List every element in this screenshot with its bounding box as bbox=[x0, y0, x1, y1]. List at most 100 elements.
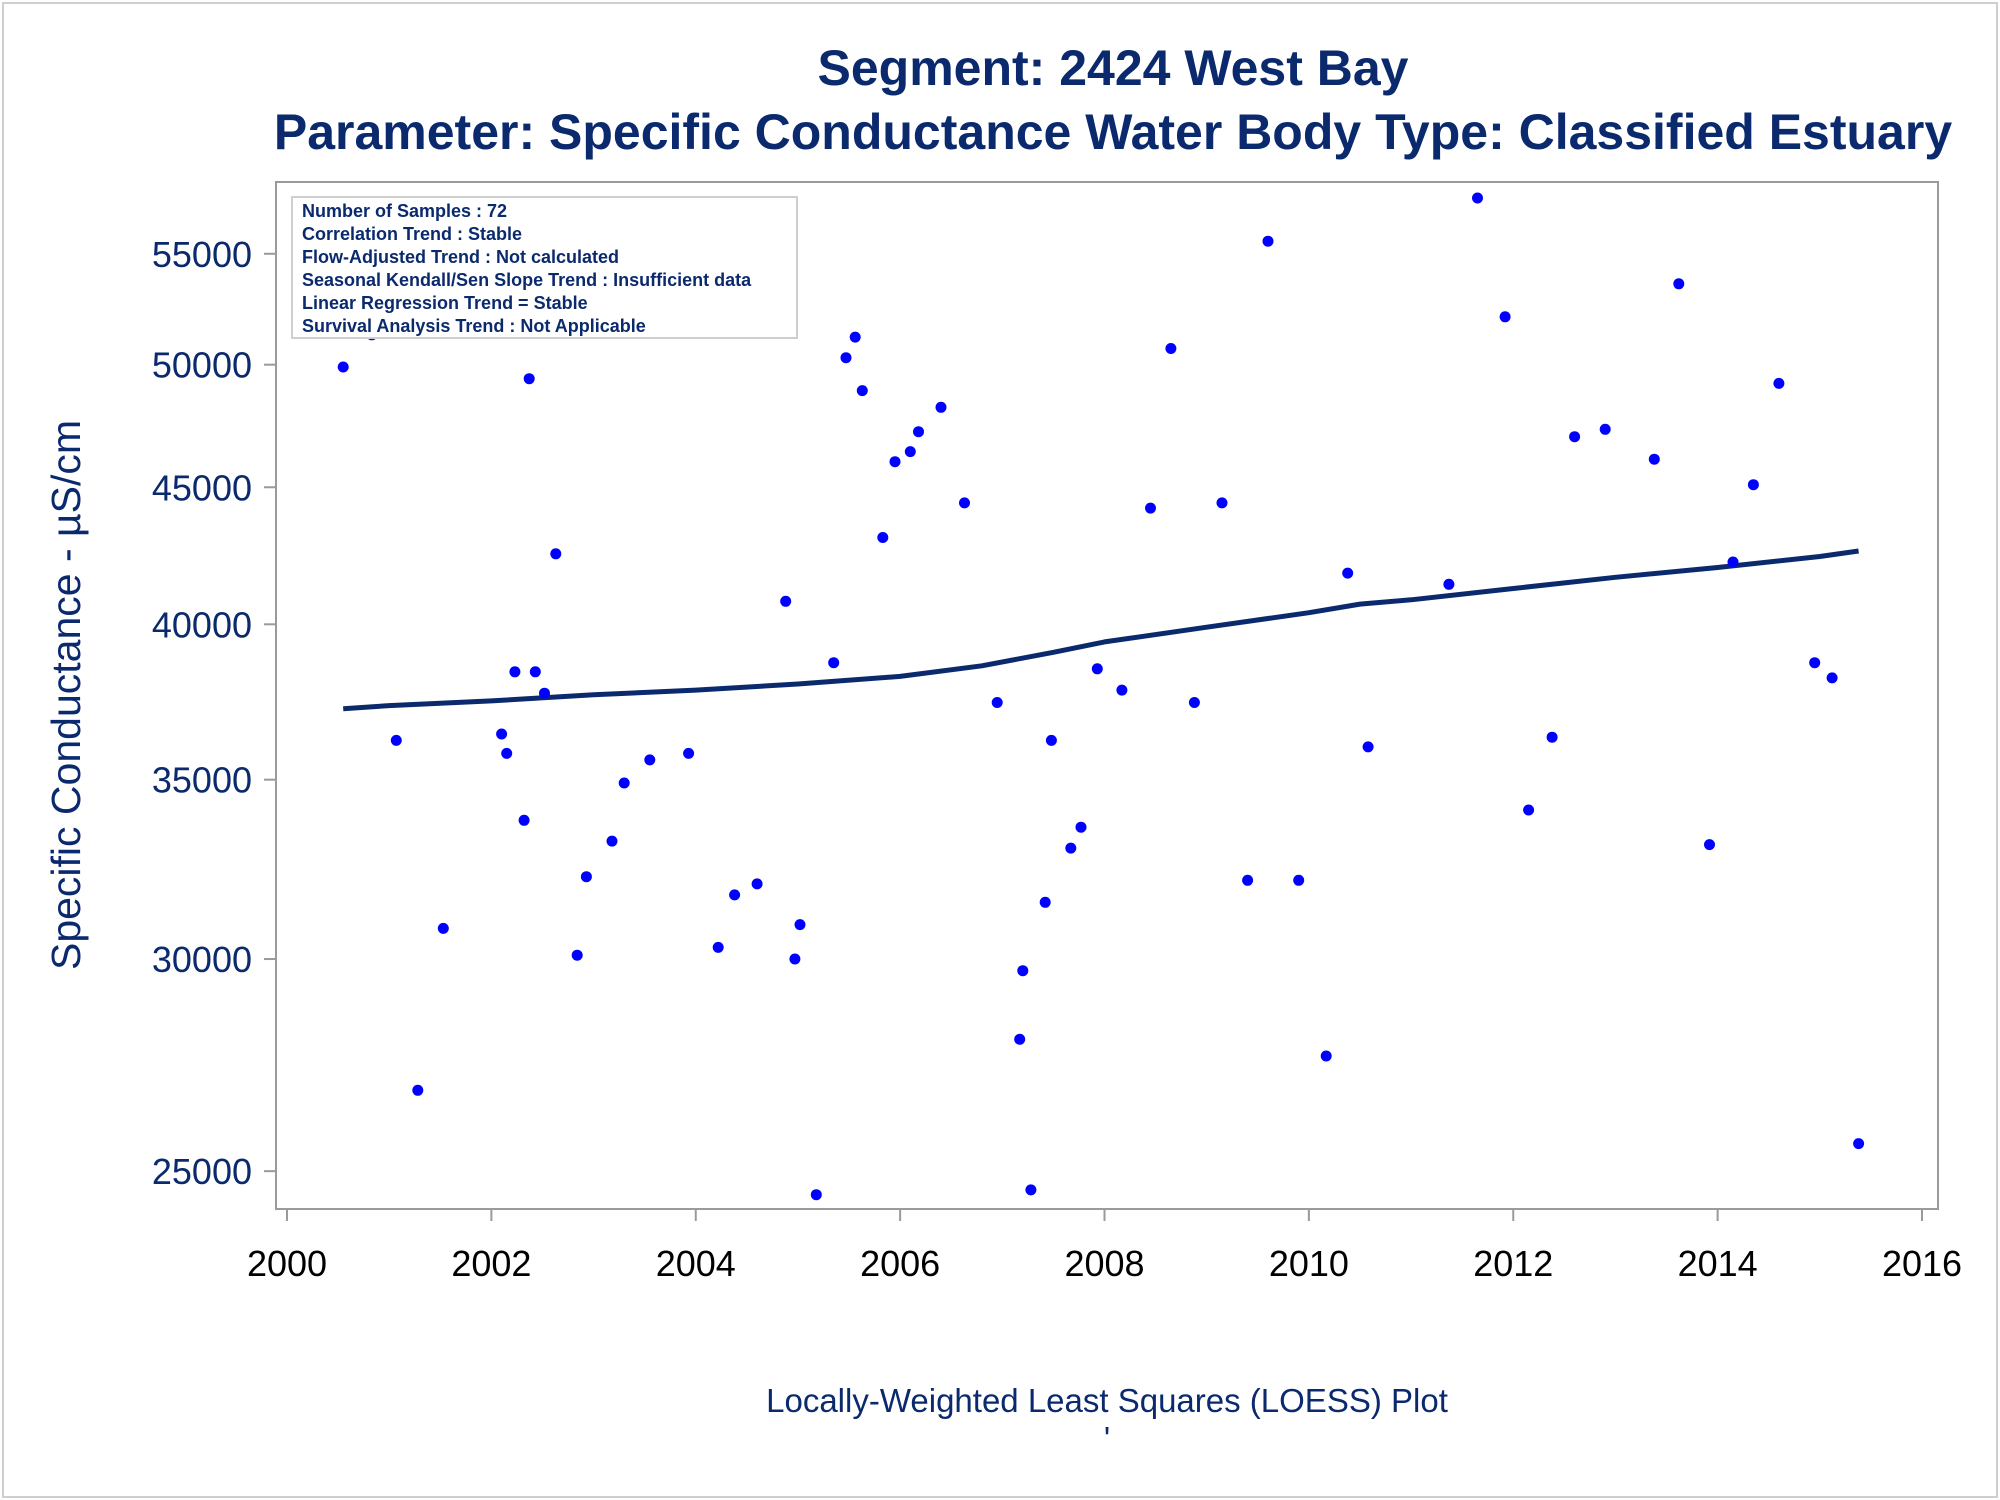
x-tick-label: 2004 bbox=[656, 1243, 736, 1284]
data-point bbox=[1853, 1138, 1865, 1150]
stats-line-linear-regression: Linear Regression Trend = Stable bbox=[302, 293, 588, 313]
data-point bbox=[794, 919, 806, 931]
data-point bbox=[618, 777, 630, 789]
stats-line-survival: Survival Analysis Trend : Not Applicable bbox=[302, 316, 646, 336]
x-axis-label: Locally-Weighted Least Squares (LOESS) P… bbox=[766, 1382, 1448, 1419]
data-point bbox=[1809, 657, 1821, 669]
x-tick-label: 2010 bbox=[1269, 1243, 1349, 1284]
data-point bbox=[1216, 497, 1228, 509]
data-point bbox=[1075, 821, 1087, 833]
data-point bbox=[1773, 377, 1785, 389]
y-tick-label: 25000 bbox=[152, 1151, 252, 1192]
data-point bbox=[1472, 192, 1483, 204]
data-point bbox=[1704, 839, 1715, 851]
data-point bbox=[856, 385, 868, 397]
data-point bbox=[780, 595, 792, 607]
data-point bbox=[959, 497, 970, 509]
data-point bbox=[1546, 731, 1558, 743]
data-point bbox=[1747, 479, 1759, 491]
data-point bbox=[789, 953, 801, 965]
data-point bbox=[1045, 734, 1057, 746]
data-point bbox=[1727, 556, 1739, 568]
data-point bbox=[1499, 311, 1511, 323]
data-point bbox=[1342, 567, 1354, 579]
data-point bbox=[580, 871, 592, 883]
y-axis-label: Specific Conductance - µS/cm bbox=[43, 420, 89, 970]
data-point bbox=[518, 814, 530, 826]
y-tick-label: 35000 bbox=[152, 760, 252, 801]
data-point bbox=[1569, 431, 1581, 443]
stats-box: Number of Samples : 72 Correlation Trend… bbox=[291, 196, 798, 339]
data-point bbox=[1091, 663, 1103, 675]
data-point bbox=[1673, 278, 1685, 290]
data-point bbox=[1443, 578, 1455, 590]
loess-line bbox=[343, 548, 1859, 712]
data-point bbox=[1362, 741, 1374, 753]
data-point bbox=[828, 657, 840, 669]
stats-line-flow-adjusted: Flow-Adjusted Trend : Not calculated bbox=[302, 247, 619, 267]
y-tick-label: 50000 bbox=[152, 345, 252, 386]
data-point bbox=[644, 754, 656, 766]
x-tick-label: 2012 bbox=[1473, 1243, 1553, 1284]
x-tick-label: 2014 bbox=[1678, 1243, 1758, 1284]
data-points bbox=[337, 192, 1865, 1201]
data-point bbox=[550, 548, 562, 560]
data-point bbox=[1165, 343, 1177, 354]
data-point bbox=[1293, 874, 1305, 886]
data-point bbox=[1826, 672, 1838, 684]
data-point bbox=[889, 456, 901, 468]
data-point bbox=[571, 949, 583, 961]
data-point bbox=[810, 1189, 822, 1201]
data-point bbox=[935, 401, 947, 413]
data-point bbox=[1014, 1033, 1026, 1045]
data-point bbox=[496, 728, 508, 740]
data-point bbox=[751, 878, 763, 890]
y-tick-label: 30000 bbox=[152, 939, 252, 980]
data-point bbox=[529, 666, 541, 678]
stats-line-correlation: Correlation Trend : Stable bbox=[302, 224, 522, 244]
data-point bbox=[523, 373, 535, 385]
data-point bbox=[1025, 1184, 1037, 1196]
data-point bbox=[1262, 235, 1274, 247]
data-point bbox=[1320, 1050, 1332, 1062]
data-point bbox=[1648, 453, 1660, 465]
chart-subtitle: Parameter: Specific Conductance Water Bo… bbox=[274, 104, 1952, 160]
y-axis: 25000 30000 35000 40000 45000 50000 55000 bbox=[152, 234, 276, 1192]
data-point bbox=[606, 835, 618, 847]
data-point bbox=[337, 361, 349, 373]
data-point bbox=[1523, 804, 1535, 816]
data-point bbox=[1039, 896, 1051, 908]
data-point bbox=[1242, 874, 1254, 886]
data-point bbox=[840, 352, 852, 364]
data-point bbox=[1017, 965, 1029, 977]
data-point bbox=[437, 922, 449, 934]
data-point bbox=[877, 532, 889, 543]
stats-line-samples: Number of Samples : 72 bbox=[302, 201, 507, 221]
data-point bbox=[729, 889, 741, 901]
x-tick-label: 2002 bbox=[451, 1243, 531, 1284]
stats-line-seasonal-kendall: Seasonal Kendall/Sen Slope Trend : Insuf… bbox=[302, 270, 752, 290]
x-tick-label: 2000 bbox=[247, 1243, 327, 1284]
plot-area bbox=[275, 181, 1939, 1210]
data-point bbox=[539, 687, 550, 699]
data-point bbox=[390, 734, 402, 746]
data-point bbox=[913, 426, 924, 438]
y-tick-label: 55000 bbox=[152, 234, 252, 275]
data-point bbox=[509, 666, 521, 678]
data-point bbox=[1116, 684, 1128, 696]
data-point bbox=[849, 331, 861, 343]
data-point bbox=[1599, 423, 1611, 435]
data-point bbox=[904, 446, 916, 458]
x-axis: 2000 2002 2004 2006 2008 2010 2012 2014 2016 bbox=[247, 1209, 1962, 1284]
data-point bbox=[712, 941, 724, 953]
x-tick-label: 2006 bbox=[860, 1243, 940, 1284]
data-point bbox=[501, 747, 513, 759]
data-point bbox=[1065, 842, 1077, 854]
data-point bbox=[991, 697, 1003, 708]
x-tick-label: 2008 bbox=[1064, 1243, 1144, 1284]
data-point bbox=[683, 747, 695, 759]
data-point bbox=[1145, 502, 1156, 514]
footnote: ' bbox=[1104, 1420, 1110, 1457]
data-point bbox=[412, 1084, 424, 1096]
